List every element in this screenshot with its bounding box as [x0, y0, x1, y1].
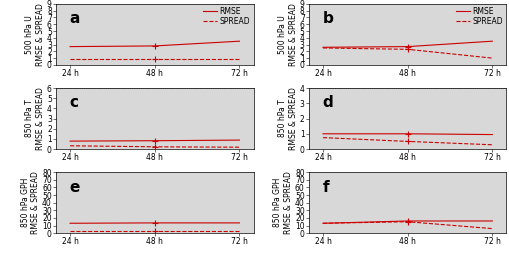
RMSE	[152, 44, 158, 47]
Legend: RMSE, SPREAD: RMSE, SPREAD	[203, 7, 250, 26]
Line: RMSE: RMSE	[323, 134, 492, 135]
SPREAD	[236, 58, 242, 61]
RMSE	[67, 45, 73, 48]
RMSE	[405, 132, 411, 135]
SPREAD	[236, 230, 242, 233]
SPREAD	[152, 58, 158, 61]
Y-axis label: 500 hPa U
RMSE & SPREAD: 500 hPa U RMSE & SPREAD	[25, 3, 45, 66]
Line: RMSE: RMSE	[323, 221, 492, 223]
SPREAD	[405, 140, 411, 143]
RMSE	[67, 140, 73, 143]
RMSE	[489, 219, 495, 222]
SPREAD	[236, 146, 242, 149]
Y-axis label: 850 hPa GPH
RMSE & SPREAD: 850 hPa GPH RMSE & SPREAD	[20, 171, 40, 234]
SPREAD	[489, 227, 495, 230]
Text: c: c	[70, 95, 79, 110]
SPREAD	[320, 222, 326, 225]
Line: RMSE: RMSE	[70, 140, 239, 141]
Text: e: e	[70, 179, 80, 194]
RMSE	[320, 132, 326, 135]
RMSE	[236, 40, 242, 43]
RMSE	[320, 46, 326, 49]
Line: SPREAD: SPREAD	[323, 48, 492, 58]
SPREAD	[489, 143, 495, 146]
RMSE	[405, 219, 411, 222]
Text: d: d	[323, 95, 333, 110]
Line: RMSE: RMSE	[323, 41, 492, 47]
SPREAD	[67, 144, 73, 147]
SPREAD	[405, 220, 411, 223]
Text: f: f	[323, 179, 329, 194]
SPREAD	[152, 145, 158, 148]
Y-axis label: 850 hPa GPH
RMSE & SPREAD: 850 hPa GPH RMSE & SPREAD	[273, 171, 293, 234]
RMSE	[489, 133, 495, 136]
SPREAD	[152, 230, 158, 233]
SPREAD	[405, 48, 411, 51]
SPREAD	[489, 57, 495, 60]
RMSE	[236, 139, 242, 142]
Line: SPREAD: SPREAD	[70, 146, 239, 147]
SPREAD	[320, 136, 326, 139]
Y-axis label: 850 hPa T
RMSE & SPREAD: 850 hPa T RMSE & SPREAD	[278, 87, 298, 150]
Line: SPREAD: SPREAD	[323, 138, 492, 145]
Line: SPREAD: SPREAD	[323, 222, 492, 229]
RMSE	[236, 221, 242, 225]
Text: b: b	[323, 11, 333, 26]
SPREAD	[67, 58, 73, 61]
Y-axis label: 500 hPa U
RMSE & SPREAD: 500 hPa U RMSE & SPREAD	[278, 3, 298, 66]
RMSE	[152, 221, 158, 225]
RMSE	[67, 222, 73, 225]
RMSE	[152, 139, 158, 142]
Line: RMSE: RMSE	[70, 41, 239, 47]
SPREAD	[320, 46, 326, 50]
RMSE	[489, 40, 495, 43]
RMSE	[320, 222, 326, 225]
RMSE	[405, 45, 411, 48]
Text: a: a	[70, 11, 80, 26]
Legend: RMSE, SPREAD: RMSE, SPREAD	[456, 7, 502, 26]
Y-axis label: 850 hPa T
RMSE & SPREAD: 850 hPa T RMSE & SPREAD	[25, 87, 45, 150]
SPREAD	[67, 230, 73, 233]
